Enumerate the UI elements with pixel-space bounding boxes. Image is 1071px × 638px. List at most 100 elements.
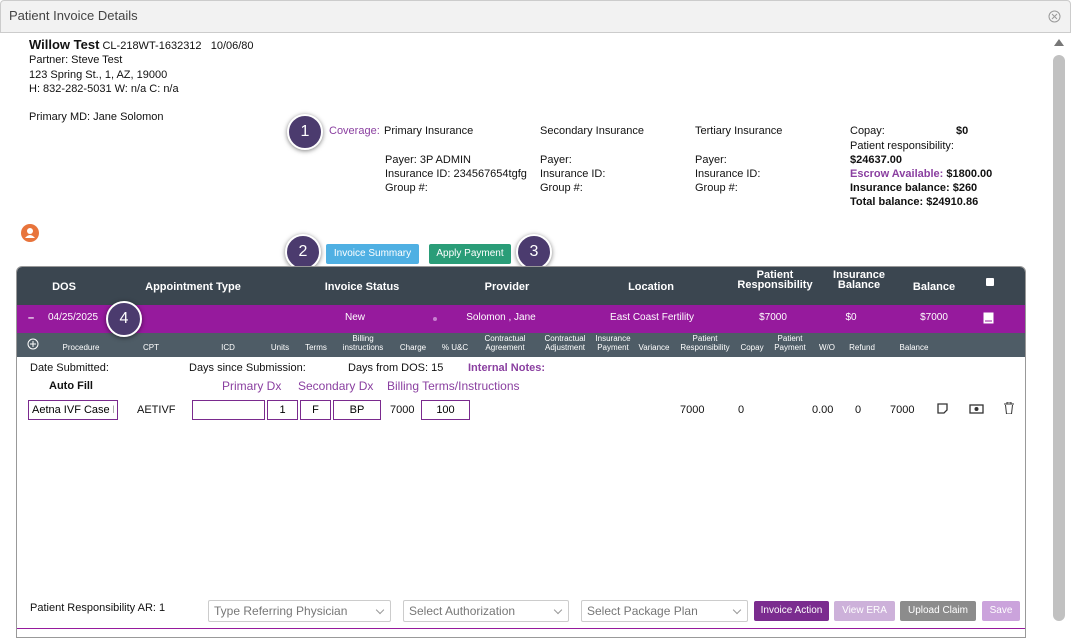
line-patient-resp: 7000 bbox=[680, 404, 705, 416]
row-toggle[interactable]: – bbox=[28, 312, 35, 324]
charge: 7000 bbox=[390, 404, 415, 416]
column-header: Location bbox=[628, 281, 674, 293]
notes-icon[interactable] bbox=[983, 312, 994, 324]
row-insurance-balance: $0 bbox=[845, 312, 857, 323]
procedure-input[interactable] bbox=[28, 400, 118, 420]
total-balance: Total balance: $24910.86 bbox=[850, 196, 979, 208]
line-balance: 7000 bbox=[890, 404, 915, 416]
line-wo: 0.00 bbox=[812, 404, 834, 416]
patient-dob: 10/06/80 bbox=[210, 40, 254, 52]
sub-header-label: Patient Payment bbox=[774, 334, 806, 352]
invoice-summary-button[interactable]: Invoice Summary bbox=[326, 244, 419, 264]
copay-label: Copay: bbox=[850, 125, 885, 137]
insurance-id: Insurance ID: bbox=[540, 168, 606, 180]
terms-input[interactable] bbox=[300, 400, 331, 420]
phones: H: 832-282-5031 W: n/a C: n/a bbox=[29, 83, 179, 95]
referring-select[interactable]: Type Referring Physician bbox=[208, 600, 391, 622]
sub-header-label: Copay bbox=[740, 343, 764, 352]
sub-header-label: Insurance Payment bbox=[595, 334, 631, 352]
sub-header-label: Variance bbox=[638, 343, 670, 352]
line-refund: 0 bbox=[855, 404, 862, 416]
note-icon[interactable] bbox=[937, 403, 948, 414]
sub-header-label: Patient Responsibility bbox=[680, 334, 730, 352]
column-header: Insurance Balance bbox=[833, 269, 885, 291]
column-header: Balance bbox=[912, 281, 956, 293]
days-since: Days since Submission: bbox=[189, 362, 306, 374]
payment-icon[interactable] bbox=[969, 404, 984, 414]
partner: Partner: Steve Test bbox=[29, 54, 123, 66]
invoice-row[interactable] bbox=[17, 305, 1025, 333]
save-button[interactable]: Save bbox=[982, 601, 1020, 621]
row-balance: $7000 bbox=[920, 312, 948, 323]
sub-header-label: Terms bbox=[305, 343, 327, 352]
sub-header-label: Contractual Adjustment bbox=[544, 334, 586, 352]
column-header: DOS bbox=[52, 281, 76, 293]
sub-header-label: Contractual Agreement bbox=[484, 334, 526, 352]
units-input[interactable] bbox=[267, 400, 298, 420]
group: Group #: bbox=[385, 182, 428, 194]
authorization-select[interactable]: Select Authorization bbox=[403, 600, 569, 622]
sub-header-label: Units bbox=[270, 343, 290, 352]
row-location: East Coast Fertility bbox=[610, 312, 694, 323]
row-status: New bbox=[344, 312, 366, 323]
invoice-action-button[interactable]: Invoice Action bbox=[754, 601, 829, 621]
scroll-up[interactable] bbox=[1053, 37, 1065, 47]
add-line[interactable] bbox=[27, 338, 39, 350]
column-header: Invoice Status bbox=[324, 281, 400, 293]
delete-icon[interactable] bbox=[1004, 402, 1014, 414]
billing-input[interactable] bbox=[333, 400, 381, 420]
dialog-title: Patient Invoice Details bbox=[9, 8, 138, 23]
patient-resp: $24637.00 bbox=[850, 154, 902, 166]
callout: 1 bbox=[287, 114, 323, 150]
line-copay: 0 bbox=[738, 404, 745, 416]
patient-header: Willow Test CL-218WT-1632312 10/06/80 bbox=[29, 38, 254, 53]
row-patient-resp: $7000 bbox=[759, 312, 787, 323]
package-select[interactable]: Select Package Plan bbox=[581, 600, 748, 622]
plan-title: Primary Insurance bbox=[384, 125, 474, 137]
upload-claim-button[interactable]: Upload Claim bbox=[900, 601, 976, 621]
table-header bbox=[17, 267, 1025, 305]
plan-title: Secondary Insurance bbox=[540, 125, 644, 137]
sub-header-label: ICD bbox=[221, 343, 235, 352]
plan-title: Tertiary Insurance bbox=[695, 125, 783, 137]
callout: 2 bbox=[285, 234, 321, 270]
auto-fill[interactable]: Auto Fill bbox=[49, 380, 93, 392]
select-all-checkbox[interactable] bbox=[986, 278, 994, 286]
patient-id: CL-218WT-1632312 bbox=[102, 40, 202, 52]
sub-header-label: CPT bbox=[143, 343, 159, 352]
cpt: AETIVF bbox=[137, 404, 176, 416]
sub-header-label: Procedure bbox=[62, 343, 100, 352]
column-header: Appointment Type bbox=[145, 281, 241, 293]
divider bbox=[17, 628, 1025, 629]
primary-md: Primary MD: Jane Solomon bbox=[29, 111, 164, 123]
ar-count: Patient Responsibility AR: 1 bbox=[30, 602, 166, 614]
invoice-table bbox=[16, 266, 1026, 638]
days-from-dos: Days from DOS: 15 bbox=[348, 362, 444, 374]
sub-header-label: % U&C bbox=[441, 343, 469, 352]
close-button[interactable] bbox=[1048, 10, 1061, 23]
internal-notes[interactable]: Internal Notes: bbox=[468, 362, 546, 374]
insurance-id: Insurance ID: 234567654tgfg bbox=[385, 168, 527, 180]
group: Group #: bbox=[695, 182, 738, 194]
callout: 3 bbox=[516, 234, 552, 270]
primary-dx: Primary Dx bbox=[222, 379, 282, 393]
sub-header-label: W/O bbox=[819, 343, 835, 352]
uc-input[interactable] bbox=[421, 400, 470, 420]
patient-name: Willow Test bbox=[29, 37, 100, 52]
icd-input[interactable] bbox=[192, 400, 265, 420]
insurance-balance: Insurance balance: $260 bbox=[850, 182, 978, 194]
copay: $0 bbox=[956, 125, 969, 137]
group: Group #: bbox=[540, 182, 583, 194]
view-era-button[interactable]: View ERA bbox=[834, 601, 895, 621]
escrow-value: $1800.00 bbox=[946, 168, 993, 180]
apply-payment-button[interactable]: Apply Payment bbox=[429, 244, 511, 264]
sub-header-label: Balance bbox=[899, 343, 929, 352]
user-icon[interactable] bbox=[21, 224, 39, 242]
escrow-label: Escrow Available: bbox=[850, 168, 944, 180]
address: 123 Spring St., 1, AZ, 19000 bbox=[29, 69, 168, 81]
secondary-dx: Secondary Dx bbox=[298, 379, 374, 393]
scrollbar-thumb[interactable] bbox=[1053, 55, 1065, 621]
payer: Payer: bbox=[540, 154, 572, 166]
status-dot bbox=[433, 317, 437, 321]
